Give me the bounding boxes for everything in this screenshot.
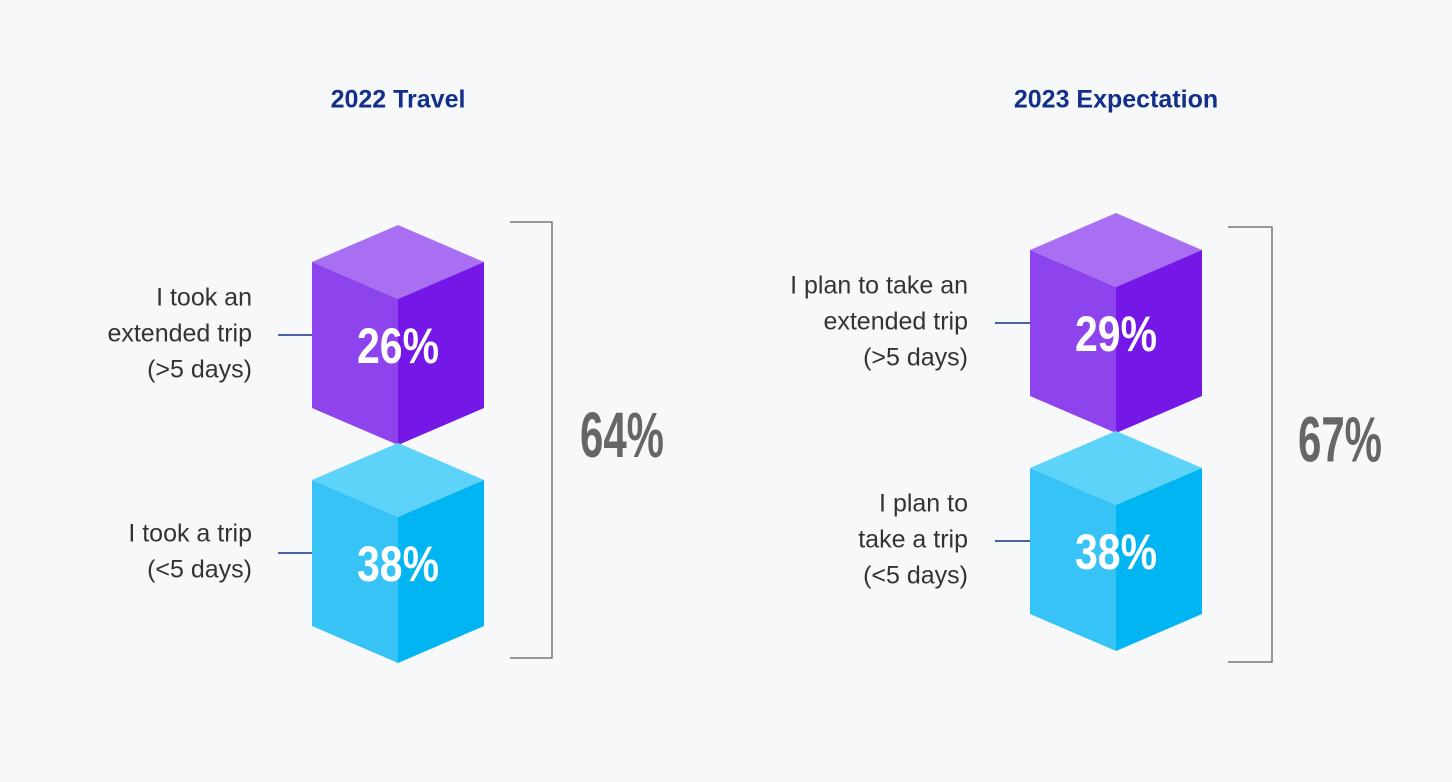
cube-left — [312, 262, 398, 445]
cube-right — [1116, 250, 1202, 433]
cube-right — [398, 262, 484, 445]
item-label: I took an — [156, 284, 252, 312]
cube-value: 38% — [357, 536, 439, 592]
cube-right — [1116, 468, 1202, 651]
item-label: (>5 days) — [863, 344, 968, 372]
item-label: take a trip — [858, 526, 968, 554]
item-label: I plan to — [879, 490, 968, 518]
total-value: 64% — [580, 399, 664, 471]
cube-value: 29% — [1075, 306, 1157, 362]
cube-left — [1030, 250, 1116, 433]
bracket — [510, 221, 553, 659]
panel-title: 2022 Travel — [331, 86, 466, 114]
bracket — [1228, 226, 1273, 663]
item-label: extended trip — [823, 308, 968, 336]
total-value: 67% — [1298, 403, 1382, 475]
item-label: I plan to take an — [790, 272, 968, 300]
item-label: (<5 days) — [863, 562, 968, 590]
item-label: (<5 days) — [147, 556, 252, 584]
item-label: (>5 days) — [147, 356, 252, 384]
cube-left — [1030, 468, 1116, 651]
cube-left — [312, 480, 398, 663]
cube-value: 38% — [1075, 524, 1157, 580]
cube-right — [398, 480, 484, 663]
item-label: I took a trip — [128, 520, 252, 548]
item-label: extended trip — [107, 320, 252, 348]
cube-value: 26% — [357, 318, 439, 374]
panel-title: 2023 Expectation — [1014, 86, 1218, 114]
